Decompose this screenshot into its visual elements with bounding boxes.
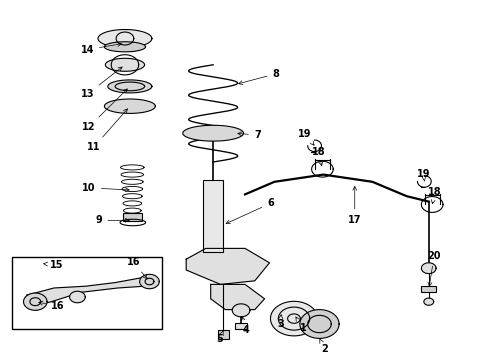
Polygon shape [24,293,47,310]
Text: 16: 16 [126,257,147,279]
Polygon shape [140,274,159,289]
Text: 13: 13 [80,67,122,99]
Polygon shape [104,42,146,52]
Text: 20: 20 [427,251,441,286]
Text: 8: 8 [239,69,279,85]
Polygon shape [300,310,339,338]
Text: 15: 15 [44,260,63,270]
Text: 14: 14 [80,42,122,55]
Text: 18: 18 [312,147,325,166]
Polygon shape [98,30,152,48]
Bar [12,257,162,329]
Bar [123,213,142,221]
Polygon shape [108,80,152,93]
Text: 2: 2 [319,339,328,354]
Text: 18: 18 [428,186,442,204]
Polygon shape [70,291,85,303]
Bar [421,286,436,292]
Polygon shape [183,125,244,141]
Text: 3: 3 [277,315,284,329]
Polygon shape [270,301,318,336]
Text: 1: 1 [296,317,306,333]
Text: 12: 12 [82,89,127,132]
Text: 9: 9 [96,215,129,225]
Polygon shape [421,263,436,274]
Text: 6: 6 [226,198,274,224]
Text: 16: 16 [39,301,65,311]
Text: 17: 17 [348,186,362,225]
Bar [235,323,247,329]
Text: 7: 7 [238,130,261,140]
Polygon shape [211,284,265,310]
Polygon shape [104,99,155,113]
Bar [218,330,229,339]
Polygon shape [25,277,154,307]
Text: 19: 19 [417,168,431,181]
Polygon shape [232,304,250,317]
Polygon shape [105,58,145,71]
Polygon shape [424,298,434,305]
Text: 10: 10 [82,183,129,193]
Polygon shape [186,248,270,284]
Text: 19: 19 [298,129,314,145]
Bar [203,180,223,252]
Text: 11: 11 [87,109,127,152]
Text: 5: 5 [216,331,223,344]
Text: 4: 4 [241,317,249,336]
